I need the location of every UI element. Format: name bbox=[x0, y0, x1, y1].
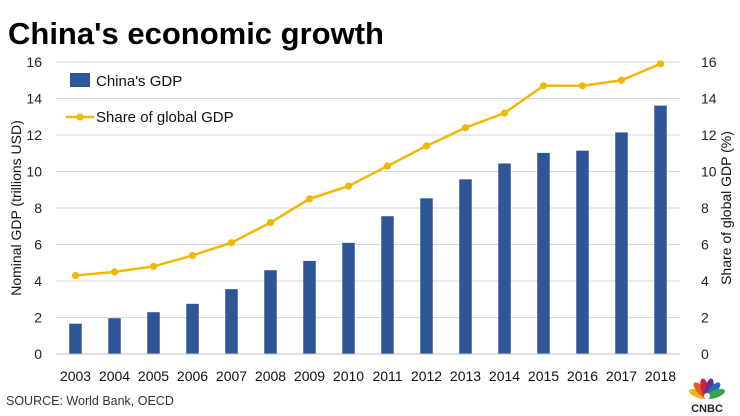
y2-tick-label: 16 bbox=[701, 54, 717, 70]
bar bbox=[537, 152, 550, 354]
x-tick-label: 2011 bbox=[372, 368, 402, 384]
bar bbox=[498, 163, 511, 354]
line-point bbox=[539, 82, 548, 90]
line-point bbox=[617, 76, 626, 84]
bar bbox=[225, 289, 238, 354]
x-tick-label: 2018 bbox=[645, 368, 676, 384]
grid-lines bbox=[56, 61, 680, 318]
line-point bbox=[656, 60, 665, 68]
bar bbox=[615, 132, 628, 354]
y2-tick-label: 8 bbox=[701, 200, 709, 216]
share-line bbox=[71, 60, 665, 280]
line-point bbox=[149, 262, 158, 270]
cnbc-peacock-logo bbox=[689, 378, 725, 400]
line-point bbox=[461, 124, 470, 132]
series-line bbox=[75, 62, 661, 277]
line-point bbox=[188, 251, 197, 260]
line-point bbox=[305, 195, 314, 203]
peacock-body bbox=[704, 393, 710, 399]
line-point bbox=[500, 109, 509, 117]
legend-swatch-marker bbox=[76, 113, 84, 121]
x-tick-label: 2005 bbox=[138, 368, 169, 384]
x-tick-label: 2016 bbox=[567, 368, 598, 384]
y-tick-label: 4 bbox=[34, 273, 42, 289]
x-tick-label: 2004 bbox=[99, 368, 130, 384]
y2-tick-label: 10 bbox=[701, 164, 717, 180]
legend: China's GDP Share of global GDP bbox=[66, 73, 234, 126]
y-tick-label: 8 bbox=[34, 200, 42, 216]
y-tick-label: 6 bbox=[34, 237, 42, 253]
line-point bbox=[110, 268, 119, 276]
y-axis-label: Nominal GDP (trillions USD) bbox=[8, 120, 24, 296]
y-tick-label: 2 bbox=[34, 310, 42, 326]
right-axis-ticks: 0 2 4 6 8 10 12 14 16 bbox=[701, 54, 717, 362]
y2-tick-label: 2 bbox=[701, 310, 709, 326]
x-tick-label: 2003 bbox=[60, 368, 91, 384]
x-axis-ticks: 2003 2004 2005 2006 2007 2008 2009 2010 2011 2012… bbox=[60, 368, 676, 384]
logo-wordmark: CNBC bbox=[691, 403, 723, 415]
x-tick-label: 2008 bbox=[255, 368, 286, 384]
bar bbox=[576, 150, 589, 354]
source-note: SOURCE: World Bank, OECD bbox=[6, 394, 174, 408]
x-tick-label: 2012 bbox=[411, 368, 442, 384]
y-tick-label: 0 bbox=[34, 346, 42, 362]
gdp-bars bbox=[69, 105, 667, 355]
line-point bbox=[578, 82, 587, 90]
x-tick-label: 2009 bbox=[294, 368, 325, 384]
y2-tick-label: 4 bbox=[701, 273, 709, 289]
x-tick-label: 2006 bbox=[177, 368, 208, 384]
y-tick-label: 12 bbox=[26, 127, 42, 143]
line-point bbox=[266, 219, 275, 227]
line-point bbox=[383, 162, 392, 170]
x-tick-label: 2013 bbox=[450, 368, 481, 384]
x-tick-label: 2007 bbox=[216, 368, 247, 384]
y2-tick-label: 6 bbox=[701, 237, 709, 253]
y2-tick-label: 14 bbox=[701, 91, 717, 107]
x-tick-label: 2010 bbox=[333, 368, 364, 384]
bar bbox=[108, 318, 121, 354]
bar bbox=[147, 312, 160, 354]
bar bbox=[303, 260, 316, 354]
y2-tick-label: 12 bbox=[701, 127, 717, 143]
left-axis-ticks: 0 2 4 6 8 10 12 14 16 bbox=[26, 54, 42, 362]
peacock-feather bbox=[705, 388, 725, 400]
bar bbox=[186, 303, 199, 354]
bar bbox=[342, 242, 355, 354]
bar bbox=[420, 198, 433, 354]
legend-swatch-bar bbox=[70, 73, 90, 87]
x-tick-label: 2014 bbox=[489, 368, 520, 384]
bar bbox=[654, 105, 667, 355]
y-tick-label: 10 bbox=[26, 164, 42, 180]
bar bbox=[459, 179, 472, 354]
y-tick-label: 16 bbox=[26, 54, 42, 70]
line-point bbox=[422, 142, 431, 150]
y2-tick-label: 0 bbox=[701, 346, 709, 362]
x-tick-label: 2015 bbox=[528, 368, 559, 384]
y-tick-label: 14 bbox=[26, 91, 42, 107]
bar bbox=[69, 323, 82, 354]
y2-axis-label: Share of global GDP (%) bbox=[718, 131, 734, 285]
line-point bbox=[344, 182, 353, 190]
x-tick-label: 2017 bbox=[606, 368, 637, 384]
bar bbox=[381, 216, 394, 354]
chart-title: China's economic growth bbox=[8, 16, 384, 51]
line-point bbox=[227, 239, 236, 247]
bar bbox=[264, 270, 277, 354]
legend-label-share: Share of global GDP bbox=[96, 109, 234, 126]
legend-label-gdp: China's GDP bbox=[96, 73, 182, 90]
line-point bbox=[71, 271, 80, 280]
